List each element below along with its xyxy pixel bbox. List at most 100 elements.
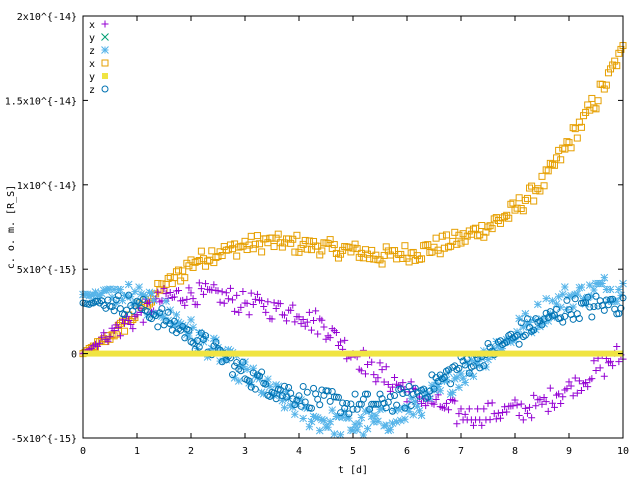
data-point [567, 382, 575, 390]
data-point [478, 421, 486, 429]
data-point [519, 323, 528, 331]
data-point [121, 327, 129, 335]
data-point [596, 364, 604, 372]
data-point [590, 303, 598, 311]
data-point [110, 307, 118, 315]
data-point [259, 389, 268, 398]
data-point [401, 404, 409, 412]
data-point [465, 369, 474, 378]
data-point [511, 396, 519, 404]
data-point [322, 335, 330, 343]
data-point [181, 301, 189, 309]
data-point [417, 411, 426, 420]
data-point [384, 426, 393, 435]
data-point [384, 381, 392, 389]
data-point [553, 154, 561, 162]
data-point [185, 326, 193, 334]
data-point [172, 310, 181, 319]
data-point [530, 197, 538, 205]
data-point [372, 378, 380, 386]
data-point [488, 399, 496, 407]
data-point [97, 289, 106, 298]
data-point [291, 401, 299, 409]
data-point [559, 393, 567, 401]
data-point [559, 318, 567, 326]
data-point [565, 378, 573, 386]
data-point [249, 301, 257, 309]
data-point [276, 300, 284, 308]
data-point [391, 247, 399, 255]
data-point [135, 283, 143, 291]
data-point [280, 382, 288, 390]
data-point [324, 423, 332, 432]
data-point [368, 246, 376, 254]
data-point [378, 366, 386, 374]
data-point [272, 305, 280, 313]
data-point [615, 49, 623, 57]
data-point [303, 245, 311, 253]
data-point [193, 344, 202, 353]
data-point [226, 284, 234, 292]
data-point [536, 395, 544, 403]
data-point [208, 247, 216, 255]
data-point [301, 236, 309, 244]
data-point [490, 410, 498, 418]
data-point [548, 399, 556, 407]
data-point [124, 280, 133, 289]
data-point [457, 405, 465, 413]
data-point [517, 400, 525, 408]
data-point [276, 239, 284, 247]
data-point [261, 379, 270, 388]
data-point [584, 293, 592, 301]
x-tick-label: 2 [188, 446, 194, 457]
data-point [477, 354, 486, 363]
data-point [307, 404, 315, 412]
data-point [374, 374, 382, 382]
data-point [573, 290, 582, 298]
data-point [239, 287, 247, 295]
data-point [563, 305, 571, 314]
data-point [233, 291, 241, 299]
data-point [118, 296, 127, 305]
data-point [482, 228, 490, 236]
data-point [272, 381, 281, 389]
data-point [521, 196, 529, 204]
data-point [334, 341, 342, 349]
data-point [532, 402, 540, 410]
data-point [609, 295, 617, 303]
data-point [546, 308, 554, 316]
data-point [521, 331, 529, 339]
data-point [523, 409, 531, 417]
data-point [542, 398, 550, 406]
data-point [600, 273, 609, 282]
data-point [100, 329, 108, 337]
data-point [499, 409, 507, 417]
data-point [600, 306, 608, 314]
data-point [409, 410, 418, 419]
data-point [469, 421, 477, 429]
data-point [212, 338, 220, 346]
data-point [114, 292, 122, 300]
data-point [484, 399, 492, 407]
data-point [289, 235, 297, 243]
data-point [457, 370, 465, 378]
data-point [533, 300, 542, 309]
data-point [258, 248, 266, 256]
data-point [318, 316, 326, 324]
data-point [239, 362, 247, 371]
data-point [351, 420, 359, 429]
data-point [588, 313, 596, 321]
data-point [243, 365, 251, 374]
x-tick-label: 3 [242, 446, 248, 457]
data-point [521, 404, 529, 412]
data-point [588, 375, 596, 383]
data-point [199, 337, 208, 346]
data-point [563, 138, 571, 146]
data-point [235, 308, 243, 316]
data-point [592, 105, 600, 113]
data-point [420, 385, 428, 393]
data-point [341, 336, 349, 344]
data-point [542, 166, 550, 174]
data-point [216, 298, 224, 306]
legend-marker [101, 46, 109, 54]
